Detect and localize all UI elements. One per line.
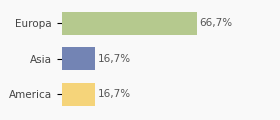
Bar [62,47,95,70]
Text: 66,7%: 66,7% [199,18,232,28]
Bar [62,12,197,35]
Text: 16,7%: 16,7% [97,54,130,64]
Bar [62,83,95,106]
Text: 16,7%: 16,7% [97,89,130,99]
